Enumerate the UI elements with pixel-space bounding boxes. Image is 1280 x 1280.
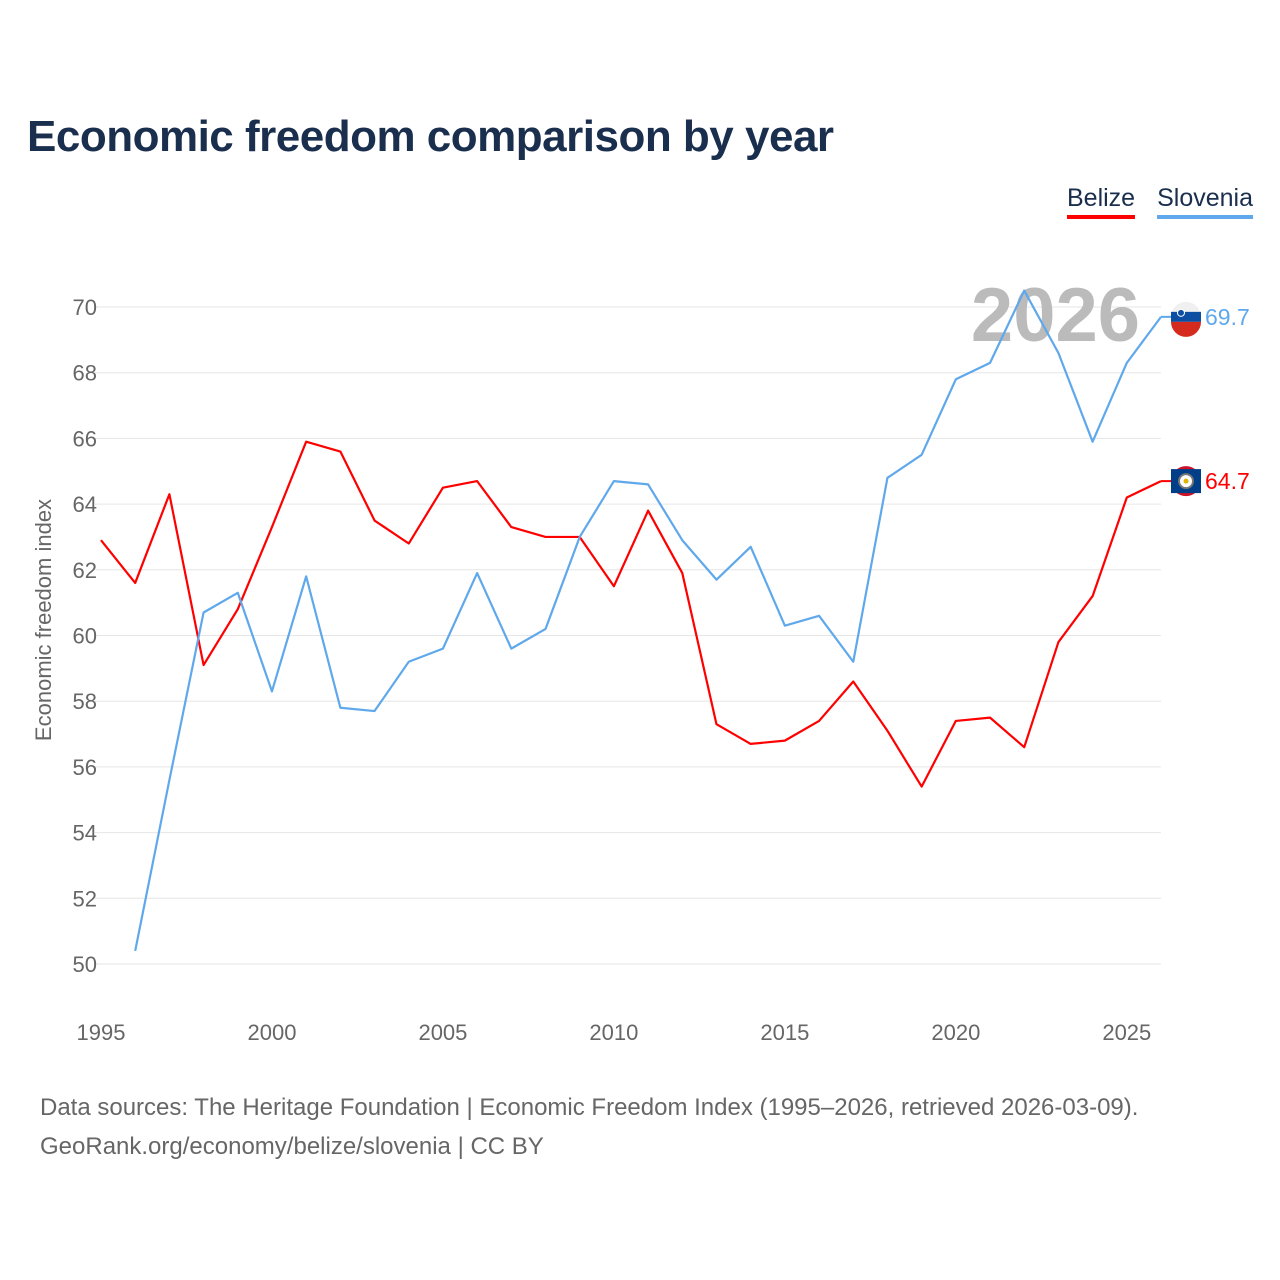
belize-coat-detail [1183,478,1189,484]
series-line-slovenia [134,289,1162,952]
slovenia-flag-stripe [1171,311,1201,322]
series-line-belize [100,440,1162,788]
y-tick-label: 50 [73,952,97,977]
source-line-2: GeoRank.org/economy/belize/slovenia | CC… [40,1133,544,1160]
y-tick-label: 68 [73,361,97,386]
legend-belize[interactable]: Belize [1067,184,1136,219]
slovenia-coat-of-arms [1177,308,1185,317]
end-value-label-belize: 64.7 [1205,468,1250,494]
source-note: Data sources: The Heritage Foundation | … [40,1088,1138,1166]
legend: Belize Slovenia [1067,184,1253,219]
y-tick-label: 60 [73,624,97,649]
y-tick-label: 52 [73,886,97,911]
source-line-1: Data sources: The Heritage Foundation | … [40,1094,1139,1121]
x-tick-label: 2010 [589,1020,638,1045]
y-tick-label: 64 [73,492,97,517]
y-tick-label: 62 [73,558,97,583]
x-tick-label: 1995 [77,1020,126,1045]
y-tick-label: 70 [73,295,97,320]
x-tick-label: 2025 [1102,1020,1151,1045]
chart-title: Economic freedom comparison by year [27,112,834,161]
x-tick-label: 2000 [247,1020,296,1045]
x-tick-label: 2005 [418,1020,467,1045]
slovenia-flag-stripe [1171,321,1201,337]
y-tick-label: 56 [73,755,97,780]
y-tick-label: 66 [73,426,97,451]
x-tick-label: 2020 [931,1020,980,1045]
end-value-label-slovenia: 69.7 [1205,304,1250,330]
y-axis-label: Economic freedom index [31,499,56,741]
x-tick-label: 2015 [760,1020,809,1045]
legend-slovenia[interactable]: Slovenia [1157,184,1253,219]
y-tick-label: 58 [73,689,97,714]
y-tick-label: 54 [73,821,97,846]
watermark-year: 2026 [971,273,1140,358]
